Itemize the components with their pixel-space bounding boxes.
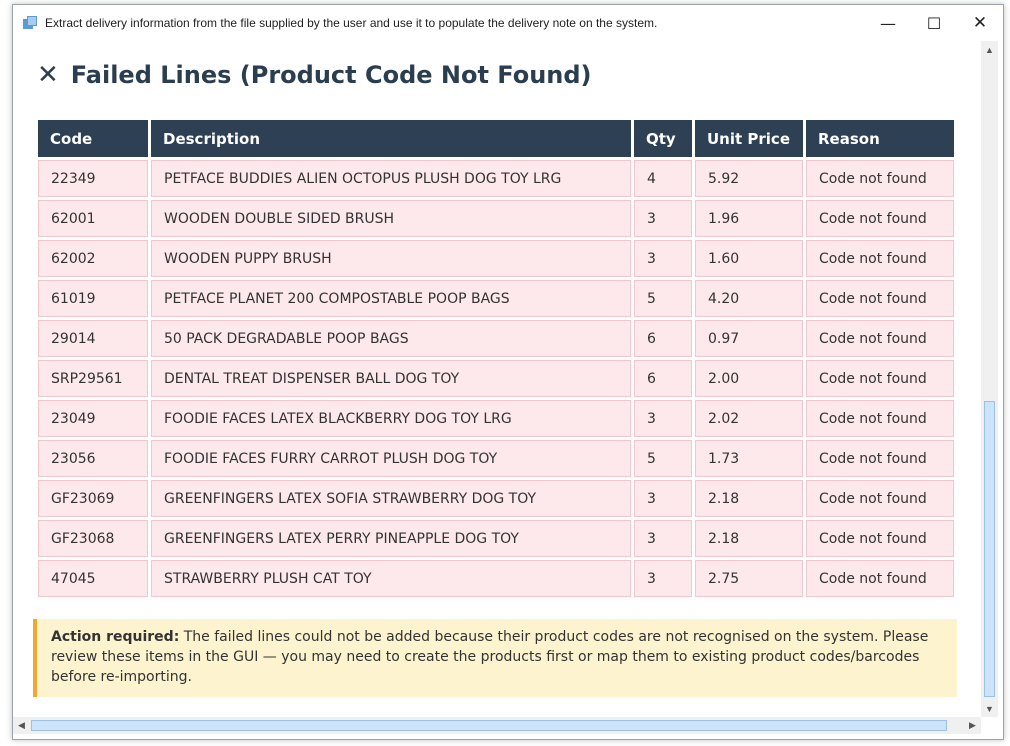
cell-reason: Code not found [806,480,954,517]
cell-reason: Code not found [806,320,954,357]
cell-qty: 4 [634,160,692,197]
app-icon [23,16,37,30]
cell-code: GF23069 [38,480,148,517]
cell-unit-price: 2.75 [695,560,803,597]
page-title: ✕ Failed Lines (Product Code Not Found) [37,61,592,89]
scroll-up-icon[interactable]: ▲ [985,44,994,55]
table-row: 62001 WOODEN DOUBLE SIDED BRUSH 3 1.96 Code … [38,200,954,237]
table-row: GF23068 GREENFINGERS LATEX PERRY PINEAPPL… [38,520,954,557]
cell-description: WOODEN PUPPY BRUSH [151,240,631,277]
cell-description: FOODIE FACES FURRY CARROT PLUSH DOG TOY [151,440,631,477]
title-bar[interactable]: Extract delivery information from the fi… [13,5,1003,41]
cell-qty: 6 [634,360,692,397]
cell-reason: Code not found [806,560,954,597]
table-header-row: Code Description Qty Unit Price Reason [38,120,954,157]
cell-reason: Code not found [806,160,954,197]
cell-reason: Code not found [806,360,954,397]
window-title: Extract delivery information from the fi… [45,16,658,30]
cell-reason: Code not found [806,520,954,557]
cell-description: DENTAL TREAT DISPENSER BALL DOG TOY [151,360,631,397]
horizontal-scrollbar[interactable]: ◀ ▶ [13,717,981,734]
cell-unit-price: 1.96 [695,200,803,237]
scroll-left-icon[interactable]: ◀ [18,720,25,730]
table-row: GF23069 GREENFINGERS LATEX SOFIA STRAWBER… [38,480,954,517]
cell-reason: Code not found [806,400,954,437]
cell-qty: 3 [634,480,692,517]
cell-unit-price: 2.02 [695,400,803,437]
cell-qty: 5 [634,280,692,317]
app-window: Extract delivery information from the fi… [12,4,1004,740]
cell-code: 47045 [38,560,148,597]
cell-description: STRAWBERRY PLUSH CAT TOY [151,560,631,597]
cell-code: SRP29561 [38,360,148,397]
cell-description: PETFACE PLANET 200 COMPOSTABLE POOP BAGS [151,280,631,317]
alert-label: Action required: [51,629,180,645]
scroll-down-icon[interactable]: ▼ [985,703,994,714]
cell-reason: Code not found [806,240,954,277]
cell-description: 50 PACK DEGRADABLE POOP BAGS [151,320,631,357]
header-description: Description [151,120,631,157]
table-row: 29014 50 PACK DEGRADABLE POOP BAGS 6 0.97 Co… [38,320,954,357]
cell-description: GREENFINGERS LATEX SOFIA STRAWBERRY DOG … [151,480,631,517]
page-title-text: Failed Lines (Product Code Not Found) [70,61,592,89]
vertical-scrollbar[interactable]: ▲ ▼ [981,41,998,717]
cell-unit-price: 2.18 [695,480,803,517]
content-area: ✕ Failed Lines (Product Code Not Found) … [13,41,981,717]
cell-code: 62002 [38,240,148,277]
cell-unit-price: 5.92 [695,160,803,197]
action-required-alert: Action required: The failed lines could … [33,619,957,697]
table-row: 47045 STRAWBERRY PLUSH CAT TOY 3 2.75 Code n… [38,560,954,597]
cell-unit-price: 2.00 [695,360,803,397]
cell-unit-price: 2.18 [695,520,803,557]
table-row: 23056 FOODIE FACES FURRY CARROT PLUSH DOG… [38,440,954,477]
cell-code: 23049 [38,400,148,437]
cell-qty: 3 [634,560,692,597]
minimize-button[interactable]: — [880,13,896,33]
cell-code: GF23068 [38,520,148,557]
cell-unit-price: 1.73 [695,440,803,477]
cell-qty: 3 [634,520,692,557]
cell-unit-price: 0.97 [695,320,803,357]
cell-reason: Code not found [806,280,954,317]
horizontal-scroll-thumb[interactable] [31,720,947,731]
cell-code: 61019 [38,280,148,317]
table-row: 62002 WOODEN PUPPY BRUSH 3 1.60 Code not fou… [38,240,954,277]
cell-description: PETFACE BUDDIES ALIEN OCTOPUS PLUSH DOG … [151,160,631,197]
cell-description: GREENFINGERS LATEX PERRY PINEAPPLE DOG T… [151,520,631,557]
header-code: Code [38,120,148,157]
table-row: 61019 PETFACE PLANET 200 COMPOSTABLE POOP… [38,280,954,317]
header-unit-price: Unit Price [695,120,803,157]
alert-text: The failed lines could not be added beca… [51,629,929,685]
cell-reason: Code not found [806,440,954,477]
cell-code: 62001 [38,200,148,237]
table-row: 23049 FOODIE FACES LATEX BLACKBERRY DOG T… [38,400,954,437]
failed-lines-table: Code Description Qty Unit Price Reason 2… [35,117,957,600]
cell-qty: 3 [634,200,692,237]
cell-unit-price: 1.60 [695,240,803,277]
table-row: 22349 PETFACE BUDDIES ALIEN OCTOPUS PLUSH… [38,160,954,197]
cell-code: 23056 [38,440,148,477]
cell-qty: 6 [634,320,692,357]
header-qty: Qty [634,120,692,157]
vertical-scroll-thumb[interactable] [984,401,995,697]
x-icon: ✕ [37,60,59,90]
cell-reason: Code not found [806,200,954,237]
cell-unit-price: 4.20 [695,280,803,317]
maximize-button[interactable]: ☐ [926,13,942,33]
cell-qty: 5 [634,440,692,477]
cell-description: FOODIE FACES LATEX BLACKBERRY DOG TOY LR… [151,400,631,437]
cell-description: WOODEN DOUBLE SIDED BRUSH [151,200,631,237]
scroll-right-icon[interactable]: ▶ [969,720,976,730]
cell-qty: 3 [634,240,692,277]
table-row: SRP29561 DENTAL TREAT DISPENSER BALL DOG … [38,360,954,397]
header-reason: Reason [806,120,954,157]
cell-qty: 3 [634,400,692,437]
cell-code: 22349 [38,160,148,197]
close-button[interactable]: ✕ [972,13,988,33]
cell-code: 29014 [38,320,148,357]
